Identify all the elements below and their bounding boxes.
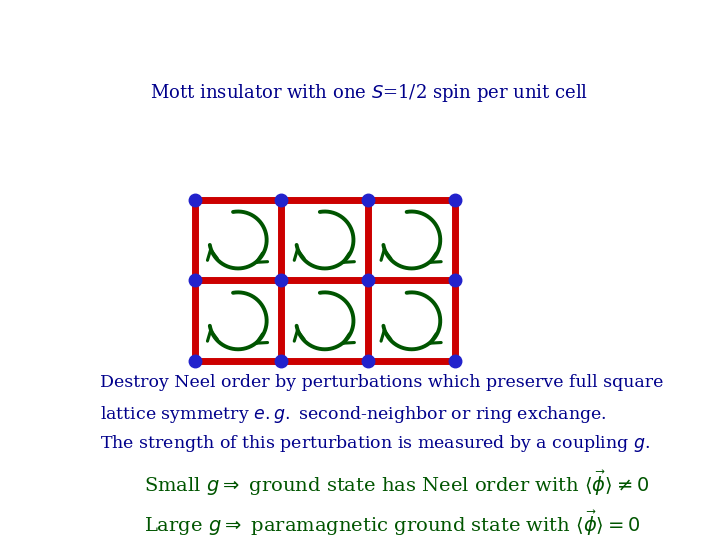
Text: The strength of this perturbation is measured by a coupling $g$.: The strength of this perturbation is mea… bbox=[100, 433, 650, 454]
Text: Destroy Neel order by perturbations which preserve full square: Destroy Neel order by perturbations whic… bbox=[100, 374, 663, 392]
Text: Large $g \Rightarrow$ paramagnetic ground state with $\langle\vec{\phi}\rangle =: Large $g \Rightarrow$ paramagnetic groun… bbox=[144, 508, 641, 537]
Text: Small $g \Rightarrow$ ground state has Neel order with $\langle\vec{\phi}\rangle: Small $g \Rightarrow$ ground state has N… bbox=[144, 468, 649, 497]
Text: Mott insulator with one $S$=1/2 spin per unit cell: Mott insulator with one $S$=1/2 spin per… bbox=[150, 82, 588, 104]
Text: lattice symmetry $e.g.$ second-neighbor or ring exchange.: lattice symmetry $e.g.$ second-neighbor … bbox=[100, 403, 607, 424]
